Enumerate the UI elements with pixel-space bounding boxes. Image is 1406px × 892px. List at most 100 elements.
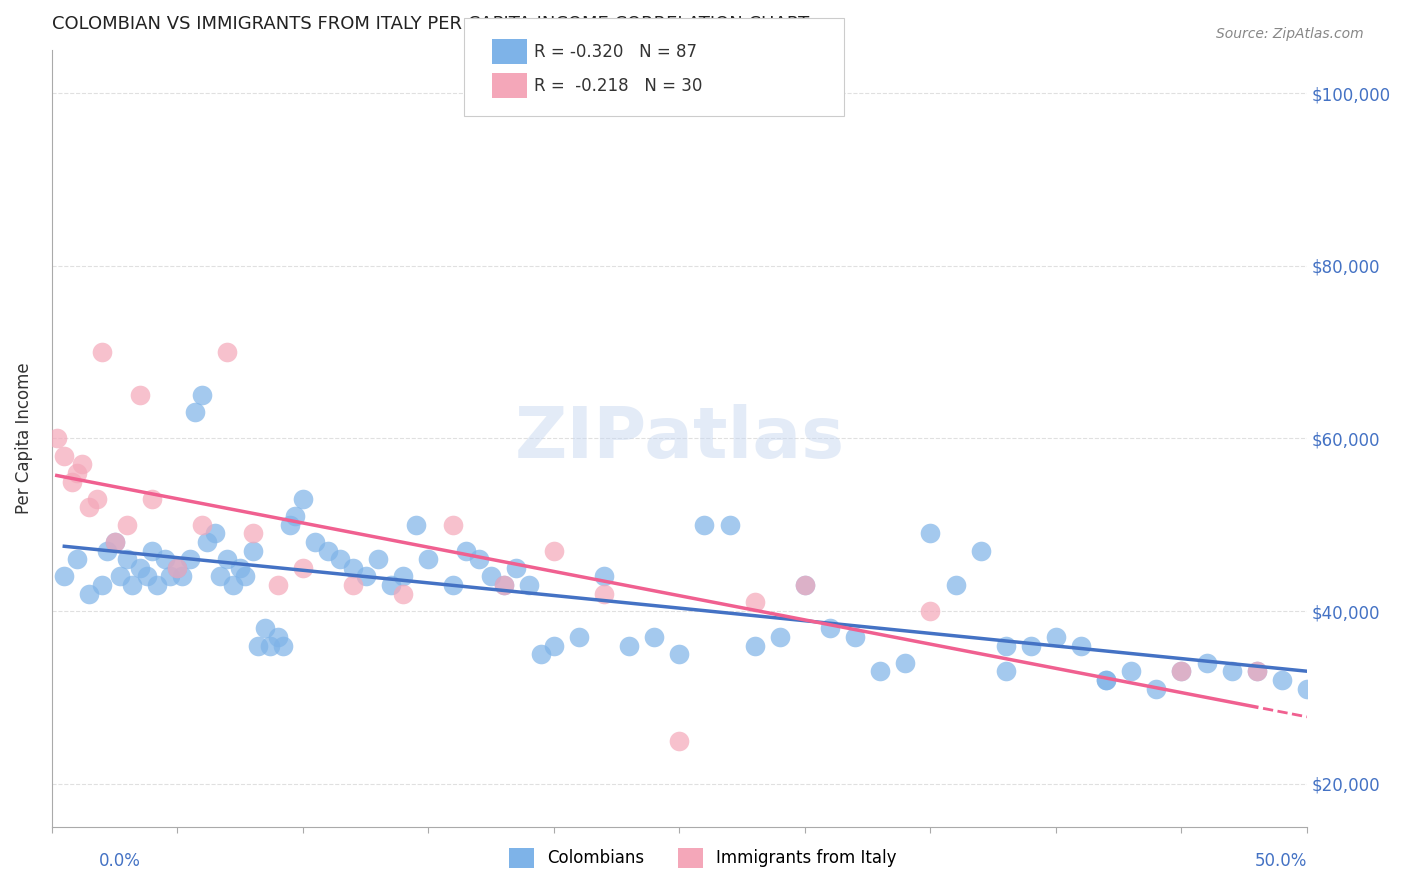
Point	[291, 491, 314, 506]
Point	[505, 561, 527, 575]
Point	[1296, 681, 1319, 696]
Point	[793, 578, 815, 592]
Point	[53, 449, 76, 463]
Point	[1246, 665, 1268, 679]
Point	[1246, 665, 1268, 679]
Point	[479, 569, 502, 583]
Point	[246, 639, 269, 653]
Point	[1170, 665, 1192, 679]
Legend: Colombians, Immigrants from Italy: Colombians, Immigrants from Italy	[502, 841, 904, 875]
Point	[818, 621, 841, 635]
Point	[342, 561, 364, 575]
Point	[45, 431, 67, 445]
Point	[367, 552, 389, 566]
Point	[380, 578, 402, 592]
Point	[141, 491, 163, 506]
Point	[121, 578, 143, 592]
Point	[392, 587, 415, 601]
Point	[945, 578, 967, 592]
Point	[593, 587, 616, 601]
Point	[229, 561, 252, 575]
Text: ZIPatlas: ZIPatlas	[515, 404, 845, 473]
Point	[454, 543, 477, 558]
Point	[441, 517, 464, 532]
Point	[259, 639, 281, 653]
Point	[217, 345, 239, 359]
Point	[179, 552, 201, 566]
Point	[994, 639, 1017, 653]
Point	[744, 595, 766, 609]
Point	[1045, 630, 1067, 644]
Point	[1195, 656, 1218, 670]
Point	[969, 543, 991, 558]
Point	[718, 517, 741, 532]
Point	[184, 405, 207, 419]
Point	[271, 639, 294, 653]
Point	[441, 578, 464, 592]
Point	[769, 630, 792, 644]
Text: 0.0%: 0.0%	[98, 852, 141, 870]
Point	[1095, 673, 1118, 687]
Point	[543, 543, 565, 558]
Point	[316, 543, 339, 558]
Point	[267, 630, 290, 644]
Point	[668, 733, 690, 747]
Point	[1271, 673, 1294, 687]
Point	[744, 639, 766, 653]
Point	[197, 535, 219, 549]
Point	[221, 578, 243, 592]
Point	[342, 578, 364, 592]
Point	[920, 526, 942, 541]
Point	[96, 543, 118, 558]
Point	[242, 543, 264, 558]
Point	[1220, 665, 1243, 679]
Point	[91, 345, 114, 359]
Point	[136, 569, 159, 583]
Point	[617, 639, 640, 653]
Point	[60, 475, 83, 489]
Point	[284, 509, 307, 524]
Point	[115, 552, 138, 566]
Point	[91, 578, 114, 592]
Text: R = -0.320   N = 87: R = -0.320 N = 87	[534, 43, 697, 61]
Point	[166, 561, 188, 575]
Point	[191, 517, 214, 532]
Point	[159, 569, 181, 583]
Point	[492, 578, 515, 592]
Point	[643, 630, 665, 644]
Point	[291, 561, 314, 575]
Point	[405, 517, 427, 532]
Point	[492, 578, 515, 592]
Point	[267, 578, 290, 592]
Point	[693, 517, 716, 532]
Point	[869, 665, 891, 679]
Point	[1070, 639, 1092, 653]
Point	[191, 388, 214, 402]
Point	[242, 526, 264, 541]
Point	[233, 569, 256, 583]
Text: R =  -0.218   N = 30: R = -0.218 N = 30	[534, 77, 703, 95]
Point	[166, 561, 188, 575]
Point	[304, 535, 326, 549]
Point	[844, 630, 866, 644]
Point	[593, 569, 616, 583]
Point	[894, 656, 917, 670]
Point	[108, 569, 131, 583]
Point	[1019, 639, 1042, 653]
Point	[668, 647, 690, 661]
Point	[278, 517, 301, 532]
Point	[128, 561, 150, 575]
Point	[66, 466, 89, 480]
Point	[329, 552, 352, 566]
Point	[994, 665, 1017, 679]
Point	[141, 543, 163, 558]
Point	[153, 552, 176, 566]
Point	[79, 587, 101, 601]
Point	[392, 569, 415, 583]
Point	[146, 578, 169, 592]
Point	[103, 535, 125, 549]
Point	[172, 569, 194, 583]
Point	[1144, 681, 1167, 696]
Point	[793, 578, 815, 592]
Text: Source: ZipAtlas.com: Source: ZipAtlas.com	[1216, 27, 1364, 41]
